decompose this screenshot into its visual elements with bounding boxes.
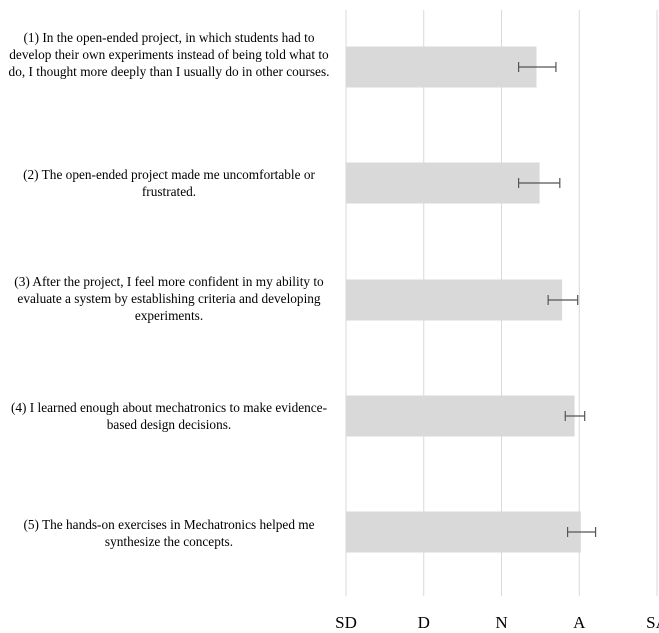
- x-tick-label-d: D: [418, 613, 430, 632]
- bar-1: [346, 46, 537, 88]
- question-label-4: (4) I learned enough about mechatronics …: [10, 400, 328, 432]
- question-label-1: (1) In the open-ended project, in which …: [8, 30, 330, 79]
- question-label-5: (5) The hands-on exercises in Mechatroni…: [23, 517, 315, 549]
- x-tick-label-n: N: [495, 613, 507, 632]
- x-tick-label-sa: SA: [646, 613, 659, 632]
- question-label-3: (3) After the project, I feel more confi…: [14, 274, 324, 323]
- question-label-2: (2) The open-ended project made me uncom…: [23, 167, 315, 199]
- bar-4: [346, 395, 575, 437]
- bar-5: [346, 511, 581, 553]
- x-tick-label-sd: SD: [335, 613, 357, 632]
- bar-2: [346, 162, 540, 204]
- bar-3: [346, 279, 563, 321]
- x-tick-label-a: A: [573, 613, 586, 632]
